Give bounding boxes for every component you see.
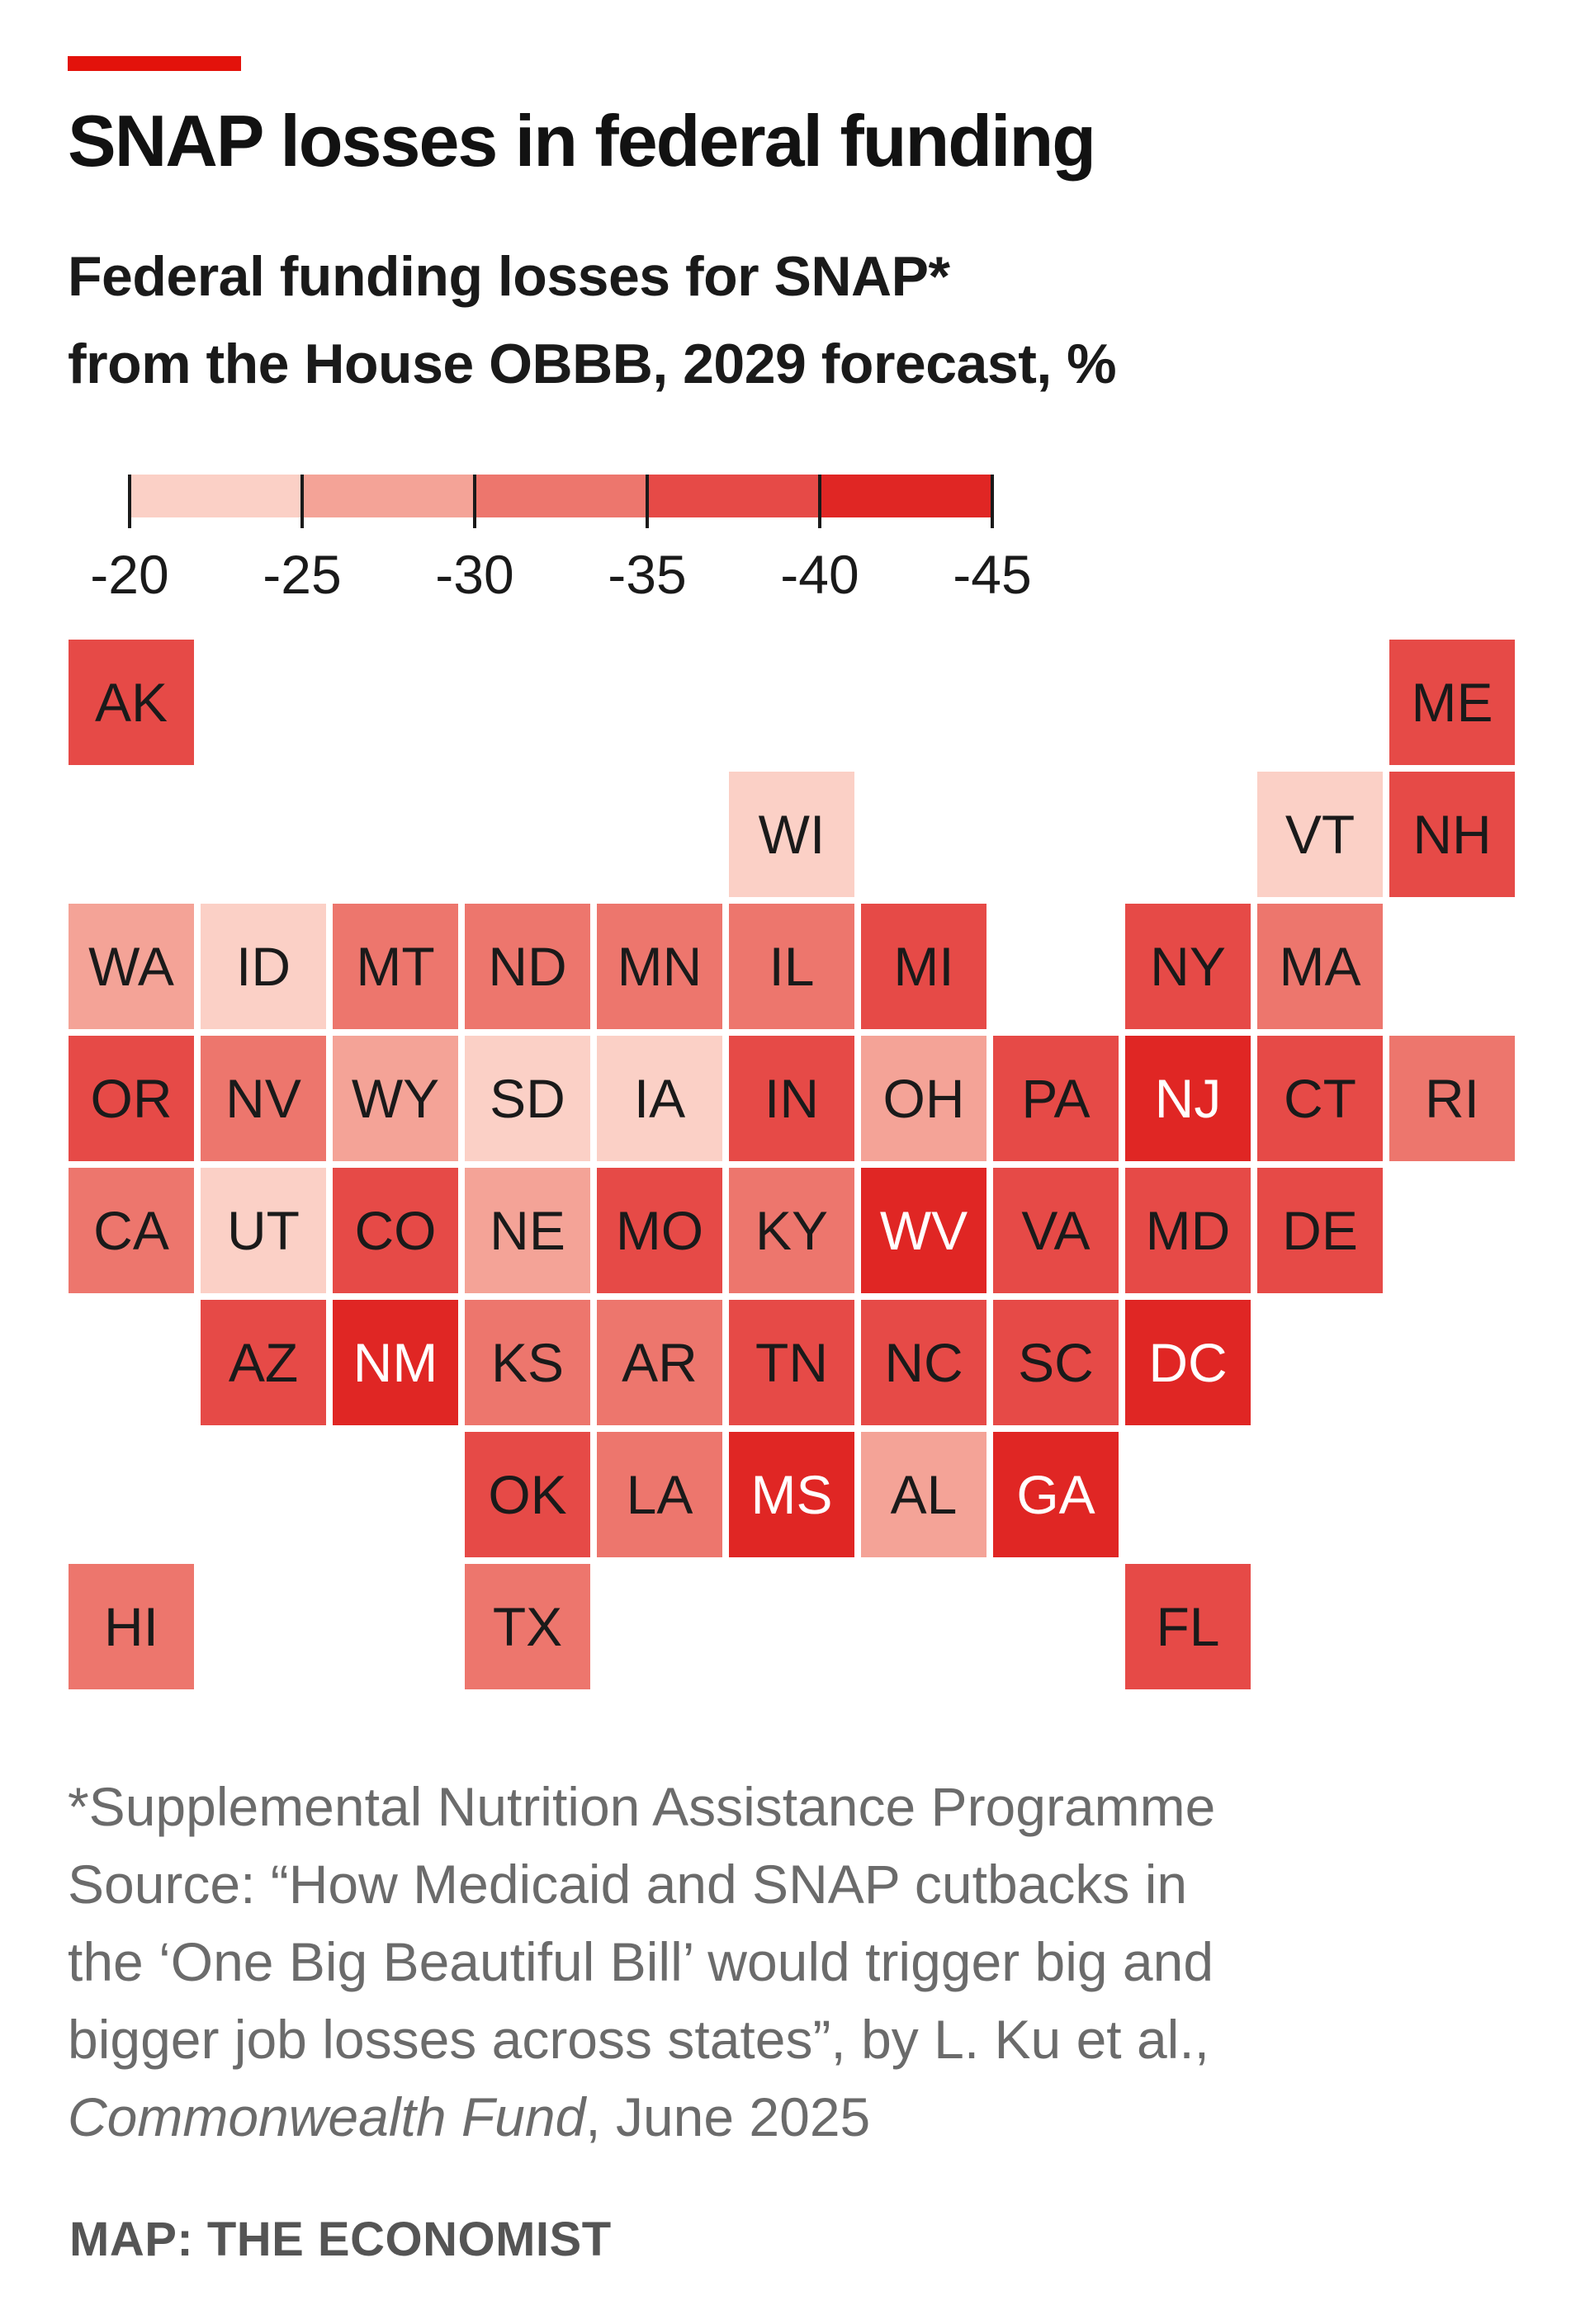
footnote: *Supplemental Nutrition Assistance Progr… [68, 1768, 1488, 2156]
state-tile-mt: MT [333, 904, 458, 1029]
source-line-3: bigger job losses across states”, by L. … [68, 2009, 1210, 2070]
state-tile-in: IN [729, 1036, 854, 1161]
state-tile-sd: SD [465, 1036, 590, 1161]
state-tile-wy: WY [333, 1036, 458, 1161]
legend-swatch [475, 475, 647, 517]
state-tile-nv: NV [201, 1036, 326, 1161]
state-tile-ga: GA [993, 1432, 1119, 1557]
state-tile-nm: NM [333, 1300, 458, 1425]
state-tile-id: ID [201, 904, 326, 1029]
map-credit: MAP: THE ECONOMIST [69, 2213, 612, 2266]
legend-swatch [820, 475, 992, 517]
state-tile-nh: NH [1389, 772, 1515, 897]
state-tile-ks: KS [465, 1300, 590, 1425]
legend-label: -30 [435, 544, 514, 605]
legend-tick [128, 475, 131, 528]
legend-tick [646, 475, 649, 528]
state-tile-nd: ND [465, 904, 590, 1029]
legend-tick [818, 475, 821, 528]
state-tile-dc: DC [1125, 1300, 1251, 1425]
state-tile-sc: SC [993, 1300, 1119, 1425]
accent-bar [68, 56, 241, 71]
state-tile-or: OR [69, 1036, 194, 1161]
state-tile-hi: HI [69, 1564, 194, 1689]
color-legend [128, 475, 994, 528]
state-tile-al: AL [861, 1432, 986, 1557]
legend-swatch [302, 475, 475, 517]
legend-tick [991, 475, 994, 528]
state-tile-de: DE [1257, 1168, 1383, 1293]
source-line-2: the ‘One Big Beautiful Bill’ would trigg… [68, 1931, 1214, 1992]
subtitle-line-1: Federal funding losses for SNAP* [68, 245, 950, 308]
legend-label: -25 [263, 544, 342, 605]
legend-label: -20 [90, 544, 169, 605]
state-tile-ky: KY [729, 1168, 854, 1293]
state-tile-ok: OK [465, 1432, 590, 1557]
legend-tick [300, 475, 304, 528]
state-tile-tx: TX [465, 1564, 590, 1689]
state-tile-ak: AK [69, 640, 194, 765]
state-tile-ms: MS [729, 1432, 854, 1557]
chart-subtitle: Federal funding losses for SNAP* from th… [68, 233, 1117, 408]
state-tile-tn: TN [729, 1300, 854, 1425]
state-tile-ca: CA [69, 1168, 194, 1293]
source-publication: Commonwealth Fund [68, 2086, 586, 2147]
state-tile-la: LA [597, 1432, 722, 1557]
source-line-1: Source: “How Medicaid and SNAP cutbacks … [68, 1854, 1188, 1915]
subtitle-line-2: from the House OBBB, 2029 forecast, % [68, 333, 1117, 395]
state-tile-oh: OH [861, 1036, 986, 1161]
state-tile-wi: WI [729, 772, 854, 897]
state-tile-pa: PA [993, 1036, 1119, 1161]
state-tile-mi: MI [861, 904, 986, 1029]
state-tile-ri: RI [1389, 1036, 1515, 1161]
state-tile-ia: IA [597, 1036, 722, 1161]
source-line-4: Commonwealth Fund, June 2025 [68, 2078, 1488, 2156]
legend-label: -35 [608, 544, 687, 605]
state-tile-co: CO [333, 1168, 458, 1293]
legend-swatch [647, 475, 820, 517]
state-tile-ar: AR [597, 1300, 722, 1425]
state-tile-ne: NE [465, 1168, 590, 1293]
legend-tick [473, 475, 476, 528]
state-tile-va: VA [993, 1168, 1119, 1293]
legend-label: -40 [780, 544, 859, 605]
legend-swatch [130, 475, 302, 517]
state-tile-ma: MA [1257, 904, 1383, 1029]
state-tile-ct: CT [1257, 1036, 1383, 1161]
legend-label: -45 [953, 544, 1032, 605]
state-tile-nj: NJ [1125, 1036, 1251, 1161]
state-tile-az: AZ [201, 1300, 326, 1425]
chart-title: SNAP losses in federal funding [68, 100, 1096, 182]
footnote-definition: *Supplemental Nutrition Assistance Progr… [68, 1776, 1216, 1837]
state-tile-wa: WA [69, 904, 194, 1029]
state-tile-ny: NY [1125, 904, 1251, 1029]
source-date: , June 2025 [585, 2086, 871, 2147]
state-tile-nc: NC [861, 1300, 986, 1425]
state-tile-md: MD [1125, 1168, 1251, 1293]
state-tile-mn: MN [597, 904, 722, 1029]
state-tile-ut: UT [201, 1168, 326, 1293]
state-tile-mo: MO [597, 1168, 722, 1293]
state-tile-vt: VT [1257, 772, 1383, 897]
state-tile-il: IL [729, 904, 854, 1029]
state-tile-me: ME [1389, 640, 1515, 765]
state-tile-wv: WV [861, 1168, 986, 1293]
state-tile-fl: FL [1125, 1564, 1251, 1689]
